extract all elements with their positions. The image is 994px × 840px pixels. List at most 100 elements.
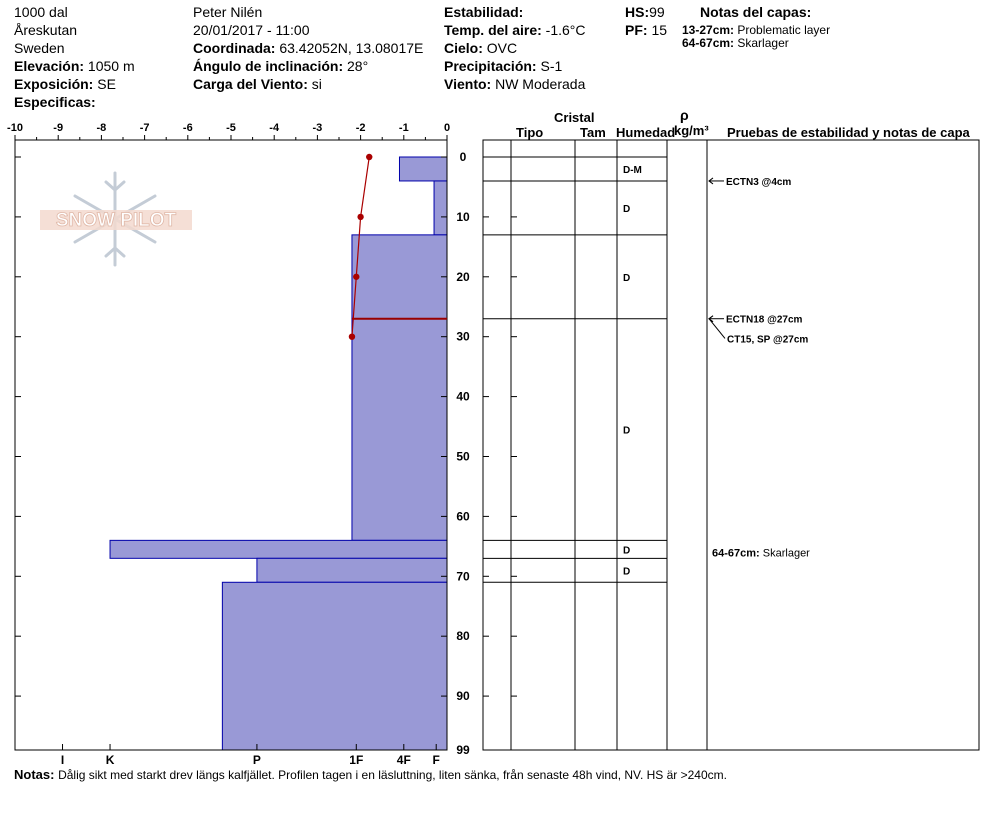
depth-tick-label: 30 [456,330,470,344]
layer-note-mark-range: 64-67cm: [712,547,763,559]
depth-tick-label: 90 [456,689,470,703]
depth-tick-label: 70 [456,569,470,583]
wind-row: Viento: NW Moderada [444,77,585,91]
depth-tick-label: 60 [456,509,470,523]
datetime: 20/01/2017 - 11:00 [193,22,310,38]
specifics-label: Especificas: [14,94,96,110]
notes-text: Dålig sikt med starkt drev längs kalfjäl… [58,768,727,782]
col-cristal: Cristal [554,110,595,125]
hardness-tick-label: I [61,753,64,767]
coordinate-row: Coordinada: 63.42052N, 13.08017E [193,41,423,55]
stability-test-arrow [708,315,714,323]
incline-value: 28° [347,58,369,74]
col-tests-title: Pruebas de estabilidad y notas de capa [727,125,970,140]
observer: Peter Nilén [193,4,263,20]
temp-tick-label: -7 [140,122,150,134]
hardness-layer [433,180,448,236]
hs-row: HS:99 [625,5,665,19]
wind-label: Viento: [444,76,492,92]
stability-test-label: ECTN3 @4cm [726,177,791,188]
depth-tick-label: 80 [456,629,470,643]
depth-tick-label: 50 [456,449,470,463]
air-temp-value: -1.6°C [545,22,586,38]
layer-note-2: 64-67cm: Skarlager [682,37,789,49]
air-temp-row: Temp. del aire: -1.6°C [444,23,586,37]
hardness-layer [221,581,448,751]
wind-load-row: Carga del Viento: si [193,77,322,91]
temp-tick-label: -8 [97,122,107,134]
location: Åreskutan [14,22,78,38]
incline-row: Ángulo de inclinación: 28° [193,59,368,73]
temp-tick-label: 0 [444,122,450,134]
temp-tick-label: -2 [356,122,366,134]
temperature-point [348,333,356,340]
temp-tick-label: -9 [53,122,63,134]
moisture-label: D [623,426,630,437]
temp-tick-label: -4 [269,122,280,134]
layer-note-1: 13-27cm: Problematic layer [682,24,830,36]
country: Sweden [14,40,65,56]
depth-tick-label: 10 [456,210,470,224]
layer-note-range: 13-27cm: [682,23,735,37]
moisture-label: D [623,545,630,556]
stability-label: Estabilidad: [444,4,524,20]
moisture-label: D [623,204,630,215]
temp-tick-label: -10 [7,122,23,134]
exposure-row: Exposición: SE [14,77,116,91]
wind-load-value: si [311,76,322,92]
pf-label: PF: [625,22,648,38]
layer-note-range: 64-67cm: [682,36,735,50]
pf-row: PF: 15 [625,23,667,37]
temp-tick-label: -5 [226,122,236,134]
depth-tick-label: 0 [460,150,467,164]
col-tipo: Tipo [516,125,544,140]
moisture-label: D [623,566,630,577]
logo-text: SNOW PILOT [56,210,177,231]
temperature-line [351,156,370,337]
temperature-point [366,153,373,161]
temperature-point [357,213,364,221]
elevation-value: 1050 m [87,58,135,74]
coordinate-value: 63.42052N, 13.08017E [279,40,424,56]
layer-note-mark-text: Skarlager [763,547,810,559]
coordinate-label: Coordinada: [193,40,276,56]
hs-value: 99 [649,4,665,20]
elevation-row: Elevación: 1050 m [14,59,135,73]
wind-value: NW Moderada [495,76,586,92]
hardness-layer [256,557,448,583]
col-rho-unit: kg/m³ [674,123,709,138]
sky-row: Cielo: OVC [444,41,517,55]
col-rho: ρ [680,107,689,123]
layer-note-mark: 64-67cm: Skarlager [712,547,810,559]
temp-tick-label: -3 [313,122,323,134]
layer-table-frame [482,139,980,751]
precip-value: S-1 [540,58,563,74]
precip-row: Precipitación: S-1 [444,59,562,73]
temperature-point [353,273,360,280]
stability-test-label: ECTN18 @27cm [726,315,803,326]
pf-value: 15 [651,22,668,38]
stability-test-leader [708,318,726,339]
depth-tick-label: 40 [456,390,470,404]
col-humedad: Humedad [616,125,676,140]
layer-note-text: Skarlager [737,36,789,50]
depth-tick-label: 20 [456,270,470,284]
snowpilot-logo: SNOW PILOT [40,171,192,267]
depth-tick-label: 99 [456,743,470,757]
elevation-label: Elevación: [14,58,85,74]
stability-test-label: CT15, SP @27cm [727,334,808,345]
hardness-tick-label: 1F [349,753,363,767]
incline-label: Ángulo de inclinación: [193,58,344,74]
precip-label: Precipitación: [444,58,537,74]
air-temp-label: Temp. del aire: [444,22,542,38]
hardness-layer [109,539,448,559]
exposure-label: Exposición: [14,76,94,92]
sky-value: OVC [486,40,518,56]
hardness-layer [351,318,448,541]
site-name: 1000 dal [14,4,68,20]
hardness-tick-label: F [433,753,440,767]
wind-load-label: Carga del Viento: [193,76,308,92]
sky-label: Cielo: [444,40,483,56]
hardness-layer [398,156,448,182]
